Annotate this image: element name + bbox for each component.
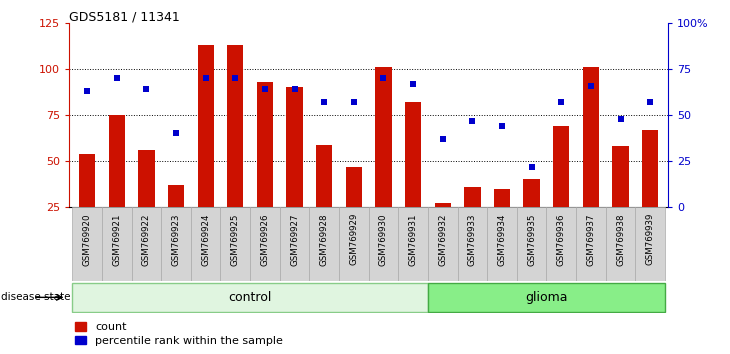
Bar — [250, 207, 280, 281]
Text: GDS5181 / 11341: GDS5181 / 11341 — [69, 11, 180, 24]
Text: GSM769925: GSM769925 — [231, 213, 239, 266]
Text: disease state: disease state — [1, 292, 70, 302]
Bar — [280, 207, 310, 281]
Bar — [369, 207, 399, 281]
Point — [259, 86, 271, 92]
Point — [556, 99, 567, 105]
Bar — [227, 45, 243, 207]
Bar — [220, 207, 250, 281]
Text: GSM769932: GSM769932 — [438, 213, 447, 266]
Point — [615, 116, 626, 121]
Bar — [310, 207, 339, 281]
Bar — [316, 144, 332, 207]
Bar — [191, 207, 220, 281]
Bar — [72, 283, 428, 312]
Bar — [375, 67, 391, 207]
Bar — [583, 67, 599, 207]
Bar — [198, 45, 214, 207]
Bar — [138, 150, 155, 207]
Point — [229, 75, 241, 81]
Point — [466, 118, 478, 124]
Text: GSM769935: GSM769935 — [527, 213, 536, 266]
Text: GSM769923: GSM769923 — [172, 213, 180, 266]
Bar — [553, 126, 569, 207]
Bar — [517, 207, 547, 281]
Text: GSM769939: GSM769939 — [645, 213, 655, 266]
Point — [526, 164, 537, 170]
Point — [289, 86, 301, 92]
Bar — [346, 167, 362, 207]
Bar — [72, 207, 102, 281]
Text: GSM769931: GSM769931 — [409, 213, 418, 266]
Text: GSM769933: GSM769933 — [468, 213, 477, 266]
Text: control: control — [228, 291, 272, 304]
Bar — [606, 207, 635, 281]
Bar — [458, 207, 487, 281]
Bar — [494, 189, 510, 207]
Legend: count, percentile rank within the sample: count, percentile rank within the sample — [75, 322, 283, 346]
Bar — [405, 102, 421, 207]
Bar — [428, 283, 665, 312]
Bar — [576, 207, 606, 281]
Text: GSM769926: GSM769926 — [261, 213, 269, 266]
Text: GSM769929: GSM769929 — [350, 213, 358, 266]
Point — [81, 88, 93, 94]
Bar — [399, 207, 428, 281]
Bar — [612, 146, 629, 207]
Point — [645, 99, 656, 105]
Text: glioma: glioma — [525, 291, 568, 304]
Text: GSM769938: GSM769938 — [616, 213, 625, 266]
Point — [437, 136, 448, 142]
Bar — [339, 207, 369, 281]
Bar — [464, 187, 480, 207]
Text: GSM769924: GSM769924 — [201, 213, 210, 266]
Text: GSM769930: GSM769930 — [379, 213, 388, 266]
Text: GSM769920: GSM769920 — [82, 213, 92, 266]
Bar — [109, 115, 125, 207]
Bar — [131, 207, 161, 281]
Text: GSM769927: GSM769927 — [290, 213, 299, 266]
Bar — [642, 130, 658, 207]
Point — [318, 99, 330, 105]
Bar — [79, 154, 96, 207]
Point — [170, 131, 182, 136]
Text: GSM769937: GSM769937 — [586, 213, 596, 266]
Text: GSM769928: GSM769928 — [320, 213, 328, 266]
Point — [585, 83, 596, 88]
Bar — [161, 207, 191, 281]
Bar — [434, 204, 451, 207]
Text: GSM769921: GSM769921 — [112, 213, 121, 266]
Text: GSM769936: GSM769936 — [557, 213, 566, 266]
Bar — [547, 207, 576, 281]
Point — [141, 86, 153, 92]
Point — [377, 75, 389, 81]
Bar — [428, 207, 458, 281]
Text: GSM769934: GSM769934 — [498, 213, 507, 266]
Point — [200, 75, 212, 81]
Bar — [168, 185, 184, 207]
Bar — [487, 207, 517, 281]
Bar — [635, 207, 665, 281]
Text: GSM769922: GSM769922 — [142, 213, 151, 266]
Bar — [523, 179, 539, 207]
Point — [111, 75, 123, 81]
Bar — [102, 207, 131, 281]
Bar — [286, 87, 303, 207]
Point — [496, 123, 508, 129]
Point — [348, 99, 360, 105]
Point — [407, 81, 419, 87]
Bar — [257, 82, 273, 207]
